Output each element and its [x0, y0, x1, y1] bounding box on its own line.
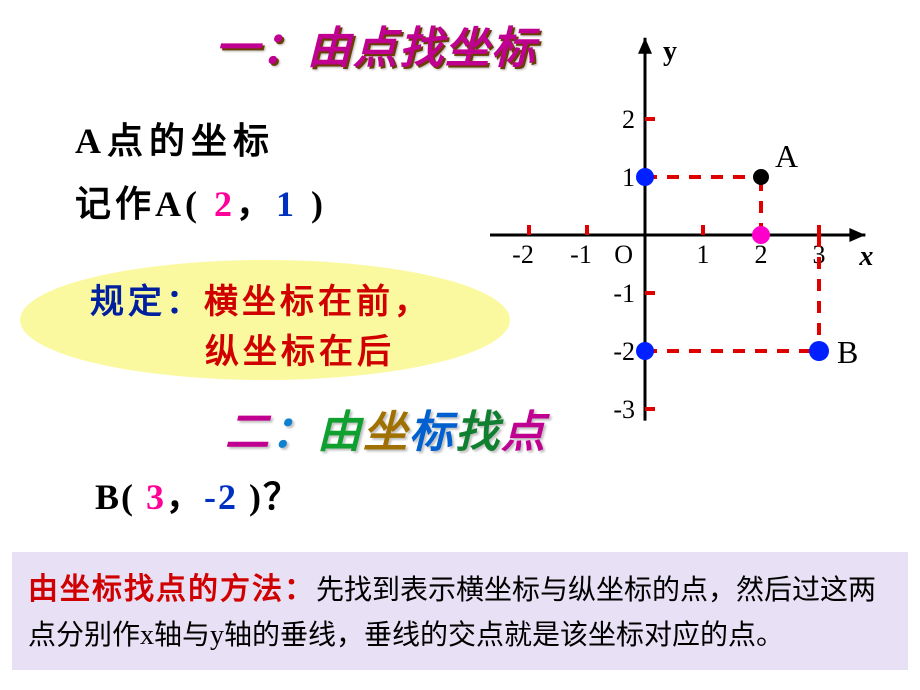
svg-text:x: x: [858, 241, 873, 272]
coord-y: 1: [276, 184, 298, 224]
coordinate-chart: -3-2-1123-3-2-112OyxAB: [490, 5, 910, 425]
text-prefix: 记作A(: [75, 184, 214, 224]
rule-line-2: 纵坐标在后: [205, 324, 395, 373]
svg-text:-1: -1: [570, 240, 592, 269]
method-label: 由坐标找点的方法：: [28, 573, 316, 606]
svg-text:1: 1: [622, 163, 635, 192]
svg-text:-2: -2: [512, 240, 534, 269]
rule-label: 规定：: [90, 284, 204, 321]
text-sep: ，: [236, 184, 276, 224]
svg-text:B: B: [837, 334, 858, 370]
t2c4: 坐: [363, 408, 409, 457]
point-a-coord-label: A点的坐标: [75, 112, 275, 164]
rule-line-1: 规定：横坐标在前，: [90, 274, 432, 323]
point-b-question: B( 3，-2 )？: [95, 468, 301, 520]
b-x: 3: [146, 477, 166, 517]
t2c5: 标: [409, 408, 455, 457]
b-y: -2: [204, 477, 238, 517]
svg-text:A: A: [775, 138, 798, 174]
svg-text:O: O: [614, 240, 633, 269]
b-prefix: B(: [95, 477, 146, 517]
svg-text:-3: -3: [613, 395, 635, 424]
svg-text:1: 1: [697, 240, 710, 269]
t2c1: 二: [225, 408, 271, 457]
svg-text:-2: -2: [613, 337, 635, 366]
svg-text:2: 2: [755, 240, 768, 269]
svg-text:-1: -1: [613, 279, 635, 308]
t2c2: ：: [271, 408, 317, 457]
rule-text-1: 横坐标在前，: [204, 284, 432, 321]
section-1-title: 一：由点找坐标: [215, 12, 537, 76]
coord-x: 2: [214, 184, 236, 224]
b-sep: ，: [166, 477, 204, 517]
t2c3: 由: [317, 408, 363, 457]
point-a-coord-value: 记作A( 2，1 ): [75, 175, 327, 227]
svg-text:y: y: [663, 36, 677, 67]
text-suffix: ): [298, 184, 327, 224]
method-box: 由坐标找点的方法：先找到表示横坐标与纵坐标的点，然后过这两点分别作x轴与y轴的垂…: [12, 552, 908, 670]
svg-text:2: 2: [622, 105, 635, 134]
b-suffix: )？: [238, 477, 301, 517]
